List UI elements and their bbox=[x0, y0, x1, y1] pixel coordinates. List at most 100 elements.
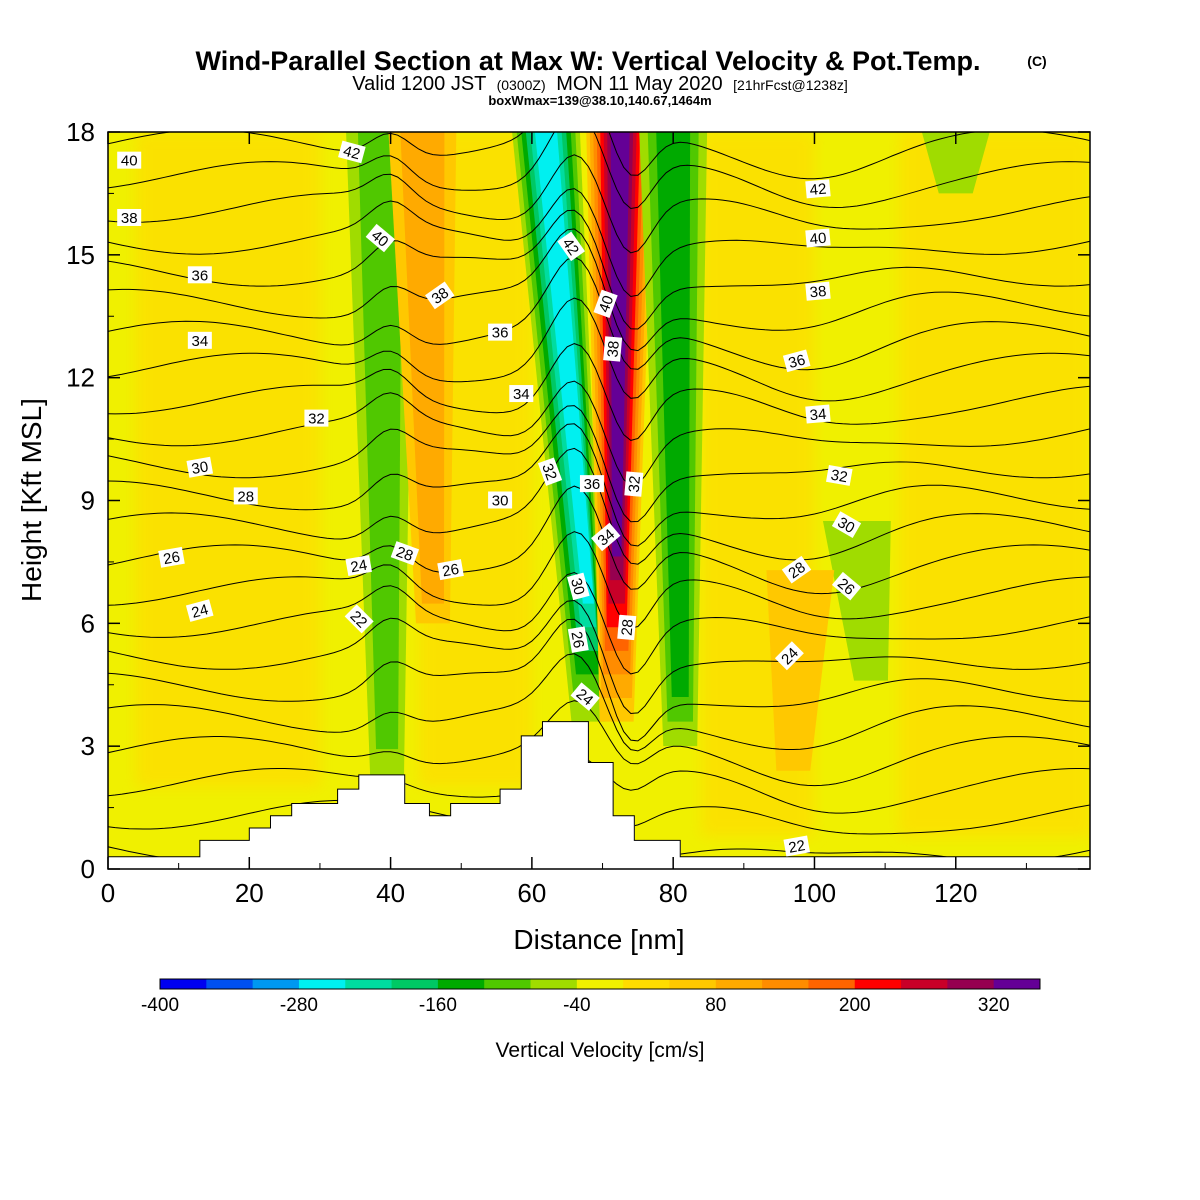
theta-contour bbox=[108, 485, 1090, 595]
contour-label: 40 bbox=[593, 289, 618, 318]
contour-label-text: 30 bbox=[190, 458, 209, 478]
contour-label: 30 bbox=[566, 572, 590, 601]
contour-label-bg bbox=[579, 475, 604, 493]
contour-label: 36 bbox=[782, 349, 811, 372]
y-tick-label: 0 bbox=[81, 854, 95, 884]
colorbar-tick-label: -160 bbox=[419, 995, 457, 1016]
colorbar-swatch bbox=[901, 979, 948, 989]
contour-label: 38 bbox=[805, 281, 831, 301]
colorbar-swatch bbox=[623, 979, 670, 989]
x-axis-label: Distance [nm] bbox=[513, 924, 684, 955]
contour-label: 22 bbox=[783, 835, 811, 857]
contour-label-bg bbox=[805, 404, 831, 424]
contour-label: 36 bbox=[488, 323, 513, 342]
contour-label-text: 42 bbox=[559, 235, 582, 258]
contour-label-bg bbox=[805, 179, 831, 199]
contour-label-bg bbox=[185, 599, 214, 622]
contour-label-bg bbox=[338, 140, 366, 164]
terrain-block bbox=[291, 803, 339, 869]
terrain-layer bbox=[108, 721, 1090, 869]
contour-label: 40 bbox=[365, 223, 395, 253]
colorbar-swatch bbox=[993, 979, 1041, 989]
contour-label-text: 34 bbox=[513, 386, 530, 403]
x-tick-label: 100 bbox=[793, 878, 836, 908]
contour-label-text: 32 bbox=[626, 475, 644, 493]
contour-label-text: 30 bbox=[567, 576, 588, 597]
terrain-block bbox=[358, 774, 406, 869]
contour-label-text: 38 bbox=[809, 283, 827, 301]
contour-label: 34 bbox=[591, 522, 621, 552]
colorbar-swatch bbox=[437, 979, 485, 989]
contour-label-bg bbox=[233, 487, 258, 505]
colorbar-swatch bbox=[808, 979, 856, 989]
contour-label-bg bbox=[591, 522, 621, 552]
chart-subtitle: Valid 1200 JST (0300Z) MON 11 May 2020 [… bbox=[352, 73, 848, 95]
colorbar-tick-label: -280 bbox=[280, 995, 318, 1016]
contour-label-bg bbox=[117, 208, 142, 226]
contour-label: 42 bbox=[557, 231, 585, 262]
colorbar-tick-label: 200 bbox=[839, 995, 871, 1016]
colorbar-swatch bbox=[854, 979, 902, 989]
contour-label-bg bbox=[437, 559, 464, 581]
colorbar-tick-label: 320 bbox=[978, 995, 1010, 1016]
contour-label: 38 bbox=[603, 336, 623, 362]
contour-label: 36 bbox=[187, 266, 212, 284]
terrain-block bbox=[613, 815, 635, 869]
terrain-block bbox=[450, 803, 501, 869]
boxmax-note: boxWmax=139@38.10,140.67,1464m bbox=[488, 93, 711, 108]
weak-ascent-area bbox=[899, 132, 1090, 837]
theta-contour bbox=[108, 209, 1090, 330]
contour-layer bbox=[108, 132, 1090, 869]
contour-label-text: 28 bbox=[394, 543, 415, 565]
terrain-block bbox=[588, 762, 614, 869]
contour-label: 26 bbox=[437, 559, 464, 581]
contour-label-bg bbox=[509, 385, 534, 403]
contour-label: 32 bbox=[537, 457, 563, 486]
contour-label-text: 36 bbox=[191, 267, 208, 284]
contour-label-bg bbox=[344, 604, 374, 634]
contour-label-bg bbox=[187, 266, 212, 284]
theta-contour bbox=[108, 405, 1090, 523]
x-tick-label: 120 bbox=[934, 878, 977, 908]
contour-label: 42 bbox=[338, 140, 366, 164]
contour-label: 34 bbox=[805, 404, 831, 424]
contour-label-text: 40 bbox=[596, 293, 618, 314]
theta-contour bbox=[108, 188, 1090, 298]
contour-label-bg bbox=[783, 835, 811, 857]
velocity-band bbox=[656, 132, 691, 698]
y-tick-label: 9 bbox=[81, 486, 95, 516]
forecast-info: [21hrFcst@1238z] bbox=[733, 77, 848, 93]
theta-contour bbox=[108, 531, 1090, 629]
contour-label-text: 42 bbox=[341, 143, 362, 164]
copyright-mark: (C) bbox=[1027, 53, 1046, 69]
contour-label-text: 28 bbox=[619, 618, 637, 636]
contour-label-text: 38 bbox=[121, 210, 138, 227]
contour-label: 26 bbox=[831, 571, 862, 601]
contour-label-bg bbox=[566, 572, 590, 601]
contour-label-text: 28 bbox=[237, 488, 254, 505]
colorbar-swatch bbox=[345, 979, 393, 989]
contour-label-bg bbox=[304, 409, 329, 427]
contour-label-bg bbox=[365, 223, 395, 253]
chart-title: Wind-Parallel Section at Max W: Vertical… bbox=[196, 46, 981, 76]
contour-label-bg bbox=[624, 471, 644, 497]
contour-label-bg bbox=[425, 281, 455, 310]
contour-label: 40 bbox=[805, 228, 831, 248]
valid-zulu: (0300Z) bbox=[497, 77, 546, 93]
valid-prefix: Valid 1200 JST bbox=[352, 73, 486, 95]
theta-contour bbox=[108, 228, 1090, 352]
contour-label-text: 32 bbox=[538, 461, 560, 482]
contour-label-bg bbox=[488, 323, 513, 341]
contour-label: 30 bbox=[831, 511, 862, 538]
contour-label-bg bbox=[805, 281, 831, 301]
theta-contour bbox=[108, 653, 1090, 752]
contour-label-text: 24 bbox=[349, 557, 368, 577]
theta-contour bbox=[108, 132, 1090, 180]
contour-label: 28 bbox=[390, 541, 420, 566]
colorbar-swatch bbox=[762, 979, 809, 989]
contour-label: 38 bbox=[425, 281, 455, 310]
contour-label: 24 bbox=[570, 682, 600, 711]
terrain-block bbox=[680, 856, 1090, 869]
y-tick-label: 18 bbox=[66, 117, 95, 147]
